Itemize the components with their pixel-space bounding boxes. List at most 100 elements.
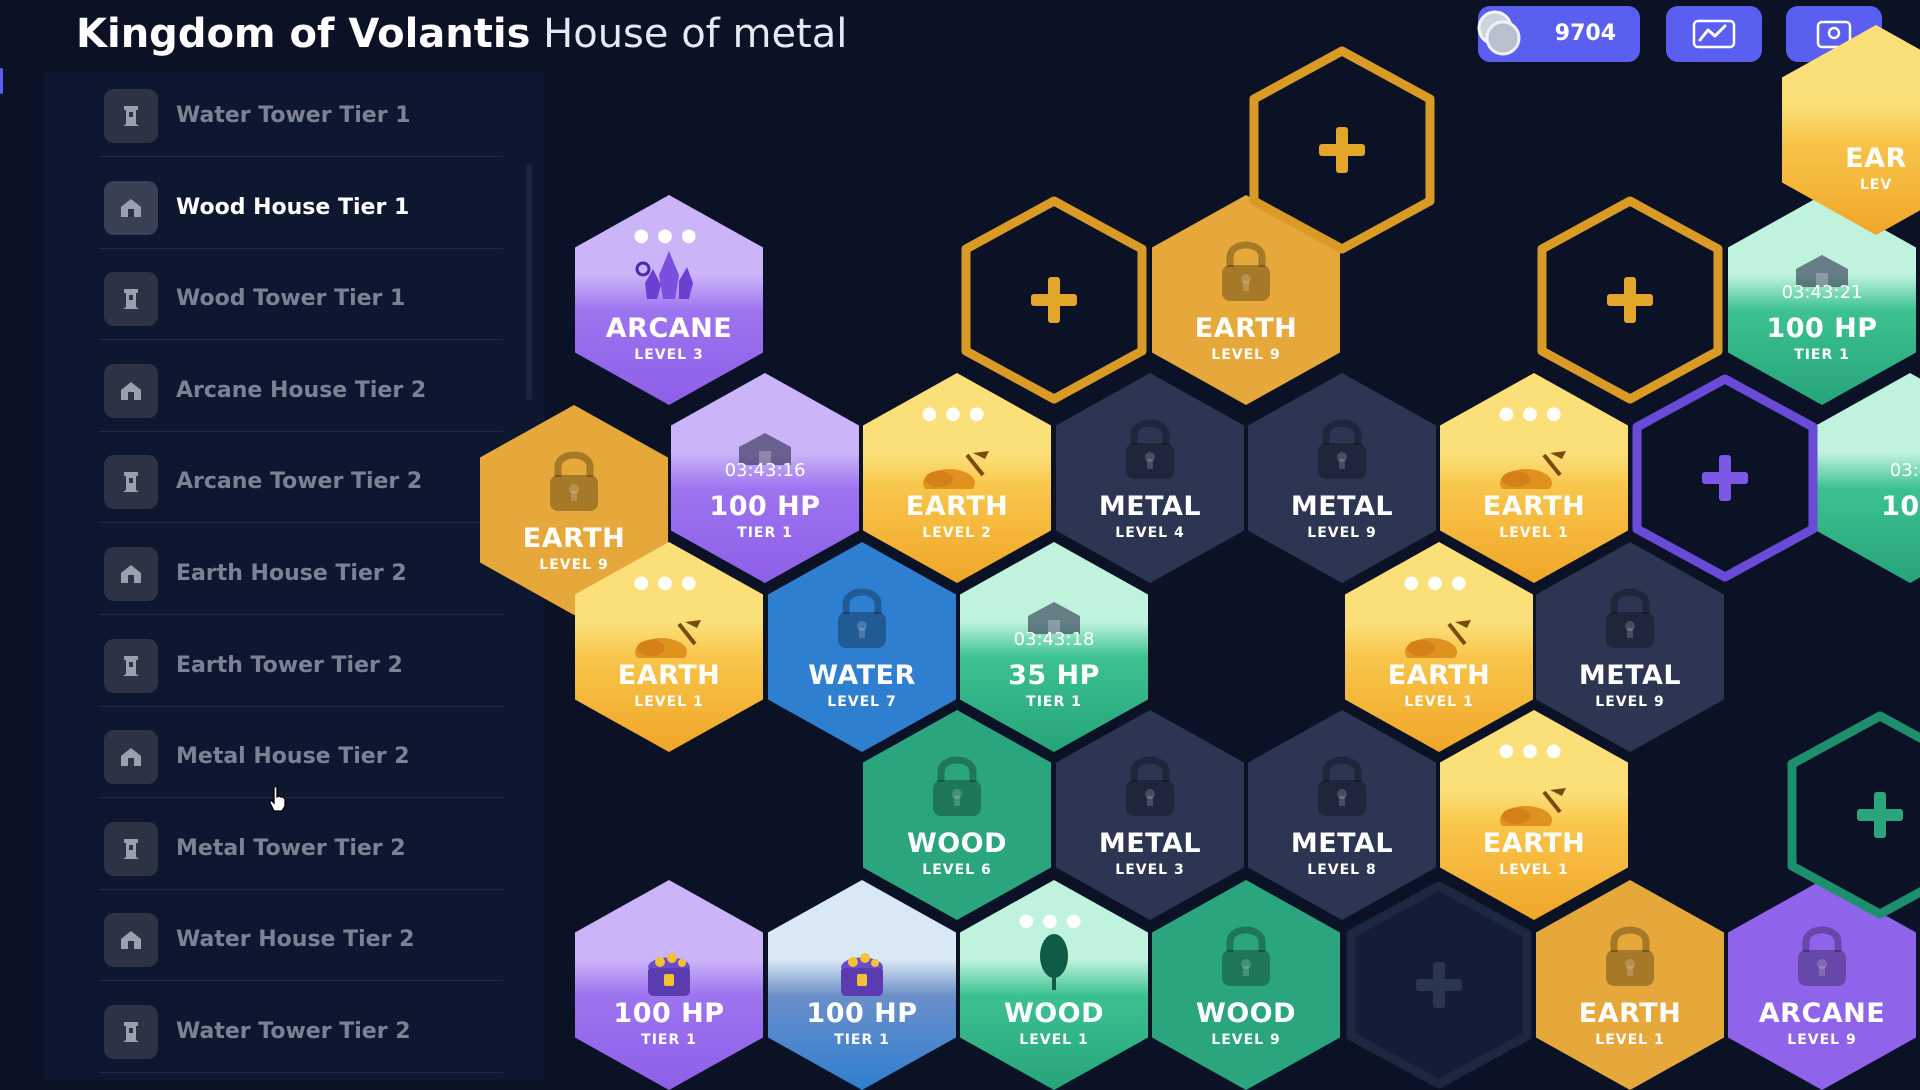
tile-scene: [1728, 195, 1916, 405]
tile-label: EARTH: [1387, 660, 1491, 691]
hex-tile-arcane[interactable]: ●●● ARCANE LEVEL 3: [575, 195, 763, 405]
tile-scene: [575, 542, 763, 752]
tile-scene: [1728, 880, 1916, 1090]
hex-tile-metal[interactable]: METAL LEVEL 9: [1536, 542, 1724, 752]
chart-line-icon: [1692, 19, 1736, 49]
coin-balance[interactable]: 9704: [1477, 6, 1640, 62]
tile-label: 100 HP: [1766, 313, 1878, 344]
tower-icon: [104, 1005, 158, 1059]
hex-tile-wood[interactable]: 03:4 100: [1816, 373, 1920, 583]
tile-dots-icon: ●●●: [1403, 572, 1475, 593]
building-list-item[interactable]: Water Tower Tier 1: [98, 66, 503, 157]
building-list-item[interactable]: Wood House Tier 1: [98, 158, 503, 249]
tile-sublabel: LEVEL 6: [922, 862, 992, 878]
building-list-item-label: Metal Tower Tier 2: [176, 835, 406, 861]
hex-tile-arcane[interactable]: 03:43:16 100 HP TIER 1: [671, 373, 859, 583]
building-list-item[interactable]: Metal House Tier 2: [98, 707, 503, 799]
tile-sublabel: TIER 1: [641, 1032, 697, 1048]
tile-sublabel: LEVEL 8: [1307, 862, 1377, 878]
house-icon: [104, 913, 158, 968]
hex-tile-water[interactable]: 100 HP TIER 1: [768, 880, 956, 1090]
tile-sublabel: LEVEL 3: [634, 347, 704, 363]
tile-sublabel: LEVEL 9: [1211, 347, 1281, 363]
tile-scene: [768, 542, 956, 752]
tile-scene: [1152, 880, 1340, 1090]
tile-label: EARTH: [1578, 998, 1682, 1029]
tile-label: METAL: [1098, 828, 1202, 859]
tile-sublabel: LEVEL 3: [1115, 862, 1185, 878]
tile-sublabel: LEVEL 9: [1787, 1032, 1857, 1048]
tile-sublabel: LEVEL 9: [539, 557, 609, 573]
empty-slot-plus-icon[interactable]: [960, 195, 1148, 405]
building-list-item-label: Wood House Tier 1: [176, 194, 410, 220]
building-list-item[interactable]: Metal Tower Tier 2: [98, 799, 503, 890]
tile-scene: [768, 880, 956, 1090]
tile-label: ARCANE: [1758, 998, 1886, 1029]
sidebar-scrollbar[interactable]: [526, 164, 532, 400]
tile-dots-icon: ●●●: [1498, 740, 1570, 761]
hex-tile-earth[interactable]: ●●● EARTH LEVEL 1: [1440, 710, 1628, 920]
empty-slot-plus-icon[interactable]: [1536, 195, 1724, 405]
empty-slot-plus-icon[interactable]: [1786, 710, 1920, 920]
kingdom-name: Kingdom of Volantis: [76, 11, 531, 57]
building-list-item[interactable]: Arcane House Tier 2: [98, 341, 503, 432]
hex-tile-wood[interactable]: ●●● WOOD LEVEL 1: [960, 880, 1148, 1090]
hex-tile-metal[interactable]: METAL LEVEL 9: [1248, 373, 1436, 583]
tile-timer: 03:43:16: [724, 460, 806, 481]
hex-tile-wood[interactable]: 03:43:21 100 HP TIER 1: [1728, 195, 1916, 405]
hex-tile-metal[interactable]: METAL LEVEL 3: [1056, 710, 1244, 920]
tile-scene: [1152, 195, 1340, 405]
building-list-item[interactable]: Earth Tower Tier 2: [98, 616, 503, 707]
empty-slot-plus-icon[interactable]: [1248, 45, 1436, 255]
tile-label: WOOD: [1003, 998, 1105, 1029]
tower-icon: [104, 821, 158, 876]
stats-button[interactable]: [1666, 6, 1762, 62]
hex-tile-wood[interactable]: WOOD LEVEL 9: [1152, 880, 1340, 1090]
tower-icon: [104, 89, 158, 143]
tile-scene: [1345, 542, 1533, 752]
hex-tile-wood[interactable]: WOOD LEVEL 6: [863, 710, 1051, 920]
tile-label: METAL: [1290, 828, 1394, 859]
left-edge-accent: [0, 68, 3, 94]
hex-tile-wood[interactable]: 03:43:18 35 HP TIER 1: [960, 542, 1148, 752]
empty-slot-plus-icon[interactable]: [1631, 373, 1819, 583]
empty-slot-plus-icon[interactable]: [1345, 880, 1533, 1090]
house-name: House of metal: [543, 11, 848, 57]
tile-label: EARTH: [1482, 828, 1586, 859]
hex-tile-earth[interactable]: EAR LEV: [1782, 25, 1920, 235]
building-list-item-label: Earth House Tier 2: [176, 561, 407, 586]
hex-tile-metal[interactable]: METAL LEVEL 8: [1248, 710, 1436, 920]
hex-tile-metal[interactable]: METAL LEVEL 4: [1056, 373, 1244, 583]
hex-tile-water[interactable]: WATER LEVEL 7: [768, 542, 956, 752]
tile-scene: [1536, 880, 1724, 1090]
tile-scene: [1536, 542, 1724, 752]
building-list-item[interactable]: Wood Tower Tier 1: [98, 249, 503, 341]
hex-tile-earth[interactable]: ●●● EARTH LEVEL 1: [1440, 373, 1628, 583]
hex-tile-arcane[interactable]: 100 HP TIER 1: [575, 880, 763, 1090]
tile-dots-icon: ●●●: [633, 572, 705, 593]
tile-scene: [671, 373, 859, 583]
building-list-item[interactable]: Water House Tier 2: [98, 890, 503, 982]
hex-tile-earth[interactable]: EARTH LEVEL 1: [1536, 880, 1724, 1090]
tile-label: 100 HP: [613, 998, 725, 1029]
tile-sublabel: TIER 1: [1794, 347, 1850, 363]
building-list-panel[interactable]: Water Tower Tier 1 Wood House Tier 1 Wood …: [44, 72, 544, 1080]
tile-scene: [480, 405, 668, 615]
building-list-item[interactable]: Arcane Tower Tier 2: [98, 432, 503, 524]
tile-label: EARTH: [522, 523, 626, 554]
tile-label: 100 HP: [709, 491, 821, 522]
hex-tile-earth[interactable]: ●●● EARTH LEVEL 1: [1345, 542, 1533, 752]
tile-scene: [575, 195, 763, 405]
tile-scene: [1056, 710, 1244, 920]
tile-scene: [960, 542, 1148, 752]
house-icon: [104, 363, 158, 418]
tile-label: WOOD: [906, 828, 1008, 859]
coin-count: 9704: [1554, 21, 1616, 46]
building-list-item[interactable]: Earth House Tier 2: [98, 524, 503, 615]
tile-sublabel: LEVEL 1: [1499, 862, 1569, 878]
building-list-item[interactable]: Water Tower Tier 2: [98, 982, 503, 1073]
tile-dots-icon: ●●●: [1018, 910, 1090, 931]
house-icon: [104, 180, 158, 235]
tile-label: EARTH: [617, 660, 721, 691]
